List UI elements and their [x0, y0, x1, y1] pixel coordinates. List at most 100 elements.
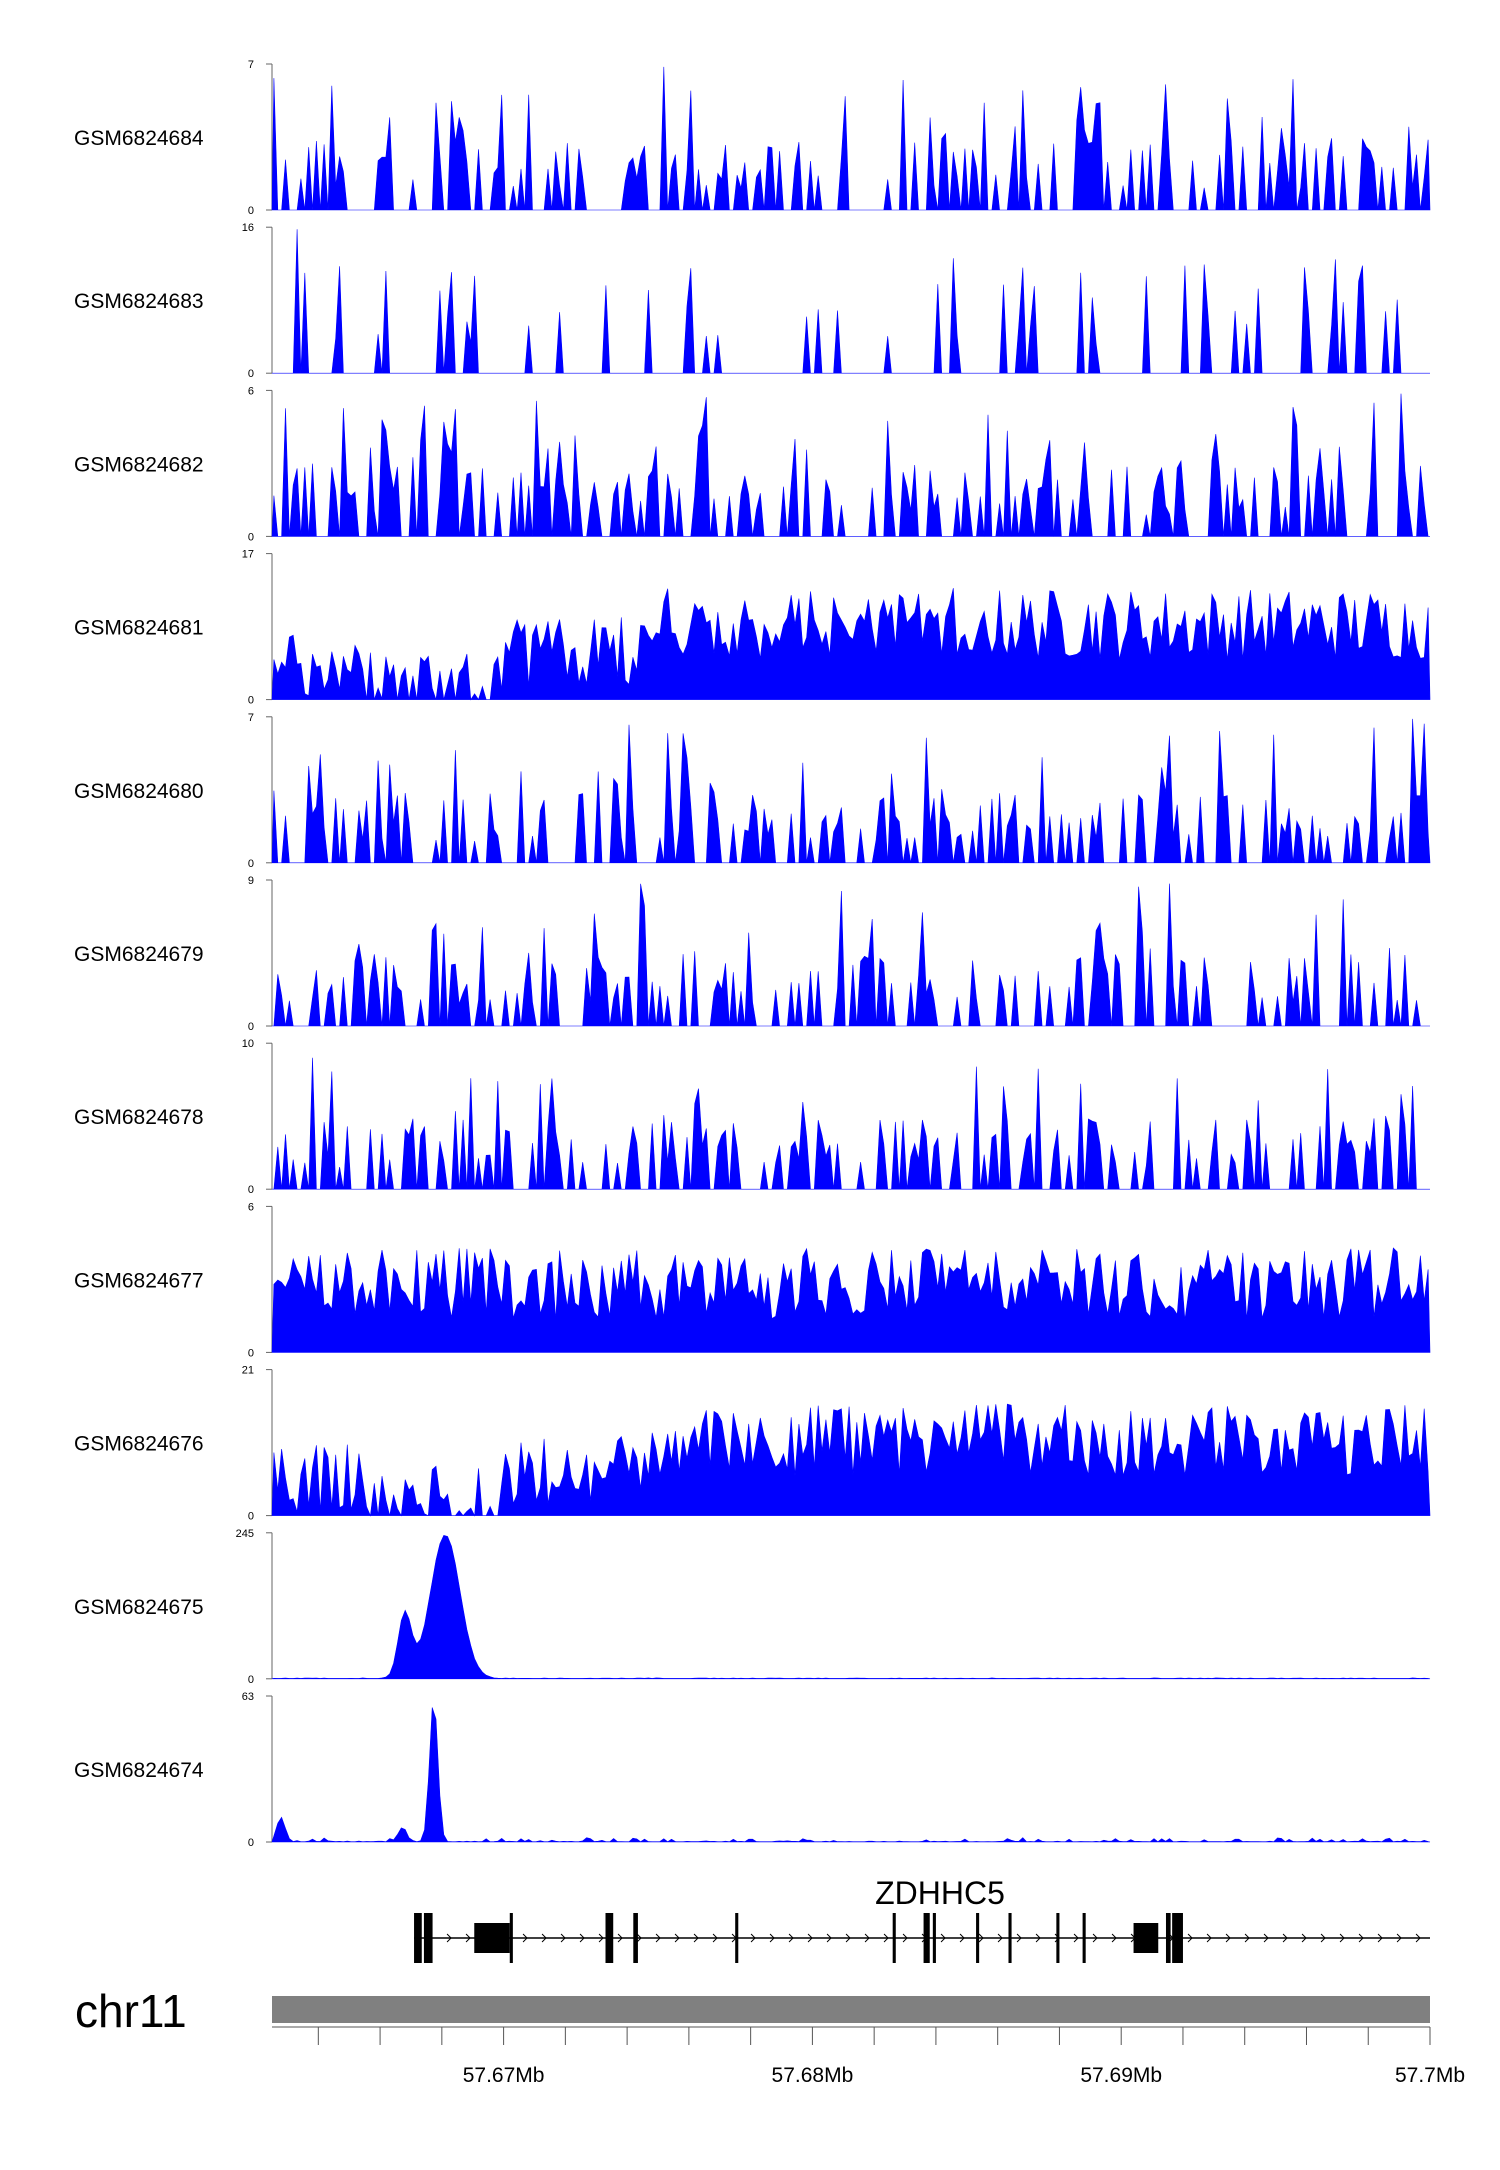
y-axis-min-label: 0 — [248, 368, 254, 380]
axis-tick-label: 57.69Mb — [1080, 2064, 1162, 2087]
strand-arrow — [465, 1933, 471, 1943]
strand-arrow — [788, 1933, 794, 1943]
strand-arrow — [1282, 1933, 1288, 1943]
exon-block — [1165, 1913, 1171, 1963]
strand-arrow — [446, 1933, 452, 1943]
track-GSM6824683: GSM6824683 16 0 — [74, 222, 1430, 380]
signal-area — [272, 229, 1430, 374]
track-label: GSM6824683 — [74, 290, 204, 313]
strand-arrow — [769, 1933, 775, 1943]
track-GSM6824680: GSM6824680 7 0 — [74, 712, 1431, 870]
exon-block — [1172, 1913, 1183, 1963]
exon-block — [633, 1913, 638, 1963]
y-axis-max-label: 16 — [242, 222, 254, 234]
exon-block — [923, 1913, 930, 1963]
y-axis-max-label: 6 — [248, 385, 254, 397]
strand-arrow — [655, 1933, 661, 1943]
signal-area — [271, 1707, 1431, 1843]
strand-arrow — [1111, 1933, 1117, 1943]
y-axis-max-label: 9 — [248, 875, 254, 887]
y-axis-min-label: 0 — [248, 531, 254, 543]
y-axis-max-label: 63 — [242, 1691, 254, 1703]
exon-block — [1056, 1913, 1060, 1963]
track-GSM6824684: GSM6824684 7 0 — [74, 59, 1431, 217]
y-axis-min-label: 0 — [248, 1511, 254, 1523]
chromosome-bar — [272, 1996, 1430, 2023]
track-label: GSM6824679 — [74, 943, 204, 966]
strand-arrow — [1339, 1933, 1345, 1943]
strand-arrow — [693, 1933, 699, 1943]
strand-arrow — [959, 1933, 965, 1943]
y-axis-min-label: 0 — [248, 1674, 254, 1686]
track-GSM6824676: GSM6824676 21 0 — [74, 1365, 1431, 1523]
exon-block — [414, 1913, 422, 1963]
track-GSM6824682: GSM6824682 6 0 — [74, 385, 1430, 543]
track-label: GSM6824674 — [74, 1759, 204, 1782]
signal-area — [272, 883, 1430, 1027]
y-axis-min-label: 0 — [248, 1347, 254, 1359]
gene-name-label: ZDHHC5 — [875, 1875, 1005, 1911]
exon-block — [1082, 1913, 1086, 1963]
strand-arrow — [1092, 1933, 1098, 1943]
strand-arrow — [1396, 1933, 1402, 1943]
strand-arrow — [1263, 1933, 1269, 1943]
track-label: GSM6824682 — [74, 453, 204, 476]
signal-area — [271, 1247, 1431, 1353]
signal-area — [271, 1403, 1431, 1517]
strand-arrow — [1415, 1933, 1421, 1943]
track-GSM6824675: GSM6824675 245 0 — [74, 1528, 1431, 1686]
genome-axis: chr11 57.67Mb 57.68Mb 57.69Mb 57.7Mb — [75, 1985, 1465, 2087]
y-axis-max-label: 7 — [248, 59, 254, 71]
strand-arrow — [598, 1933, 604, 1943]
exon-block — [735, 1913, 739, 1963]
strand-arrow — [978, 1933, 984, 1943]
track-label: GSM6824678 — [74, 1106, 204, 1129]
strand-arrow — [997, 1933, 1003, 1943]
strand-arrow — [940, 1933, 946, 1943]
strand-arrow — [541, 1933, 547, 1943]
y-axis-max-label: 245 — [236, 1528, 254, 1540]
strand-arrow — [1206, 1933, 1212, 1943]
strand-arrow — [674, 1933, 680, 1943]
axis-tick-label: 57.67Mb — [463, 2064, 545, 2087]
strand-arrow — [579, 1933, 585, 1943]
signal-area — [271, 1535, 1431, 1680]
strand-arrow — [826, 1933, 832, 1943]
exon-block — [605, 1913, 614, 1963]
y-axis-min-label: 0 — [248, 858, 254, 870]
y-axis-min-label: 0 — [248, 1837, 254, 1849]
y-axis-max-label: 21 — [242, 1365, 254, 1377]
strand-arrow — [902, 1933, 908, 1943]
strand-arrow — [1225, 1933, 1231, 1943]
gene-track: ZDHHC5 — [414, 1875, 1430, 1963]
strand-arrow — [750, 1933, 756, 1943]
exon-block — [932, 1913, 936, 1963]
track-label: GSM6824677 — [74, 1269, 204, 1292]
strand-arrow — [1301, 1933, 1307, 1943]
signal-area — [271, 588, 1431, 701]
strand-arrow — [560, 1933, 566, 1943]
y-axis-max-label: 17 — [242, 549, 254, 561]
y-axis-min-label: 0 — [248, 205, 254, 217]
exon-block — [423, 1913, 433, 1963]
track-GSM6824679: GSM6824679 9 0 — [74, 875, 1430, 1033]
signal-area — [271, 66, 1431, 211]
strand-arrow — [1187, 1933, 1193, 1943]
track-label: GSM6824680 — [74, 780, 204, 803]
strand-arrow — [1358, 1933, 1364, 1943]
strand-arrow — [1073, 1933, 1079, 1943]
strand-arrow — [522, 1933, 528, 1943]
strand-arrow — [883, 1933, 889, 1943]
strand-arrow — [845, 1933, 851, 1943]
y-axis-min-label: 0 — [248, 695, 254, 707]
track-GSM6824678: GSM6824678 10 0 — [74, 1038, 1430, 1196]
y-axis-min-label: 0 — [248, 1184, 254, 1196]
track-label: GSM6824675 — [74, 1596, 204, 1619]
strand-arrow — [1320, 1933, 1326, 1943]
signal-tracks: GSM682468470GSM6824683160GSM682468260GSM… — [74, 59, 1431, 1849]
strand-arrow — [864, 1933, 870, 1943]
y-axis-max-label: 6 — [248, 1201, 254, 1213]
axis-tick-label: 57.7Mb — [1395, 2064, 1465, 2087]
signal-area — [271, 718, 1431, 864]
